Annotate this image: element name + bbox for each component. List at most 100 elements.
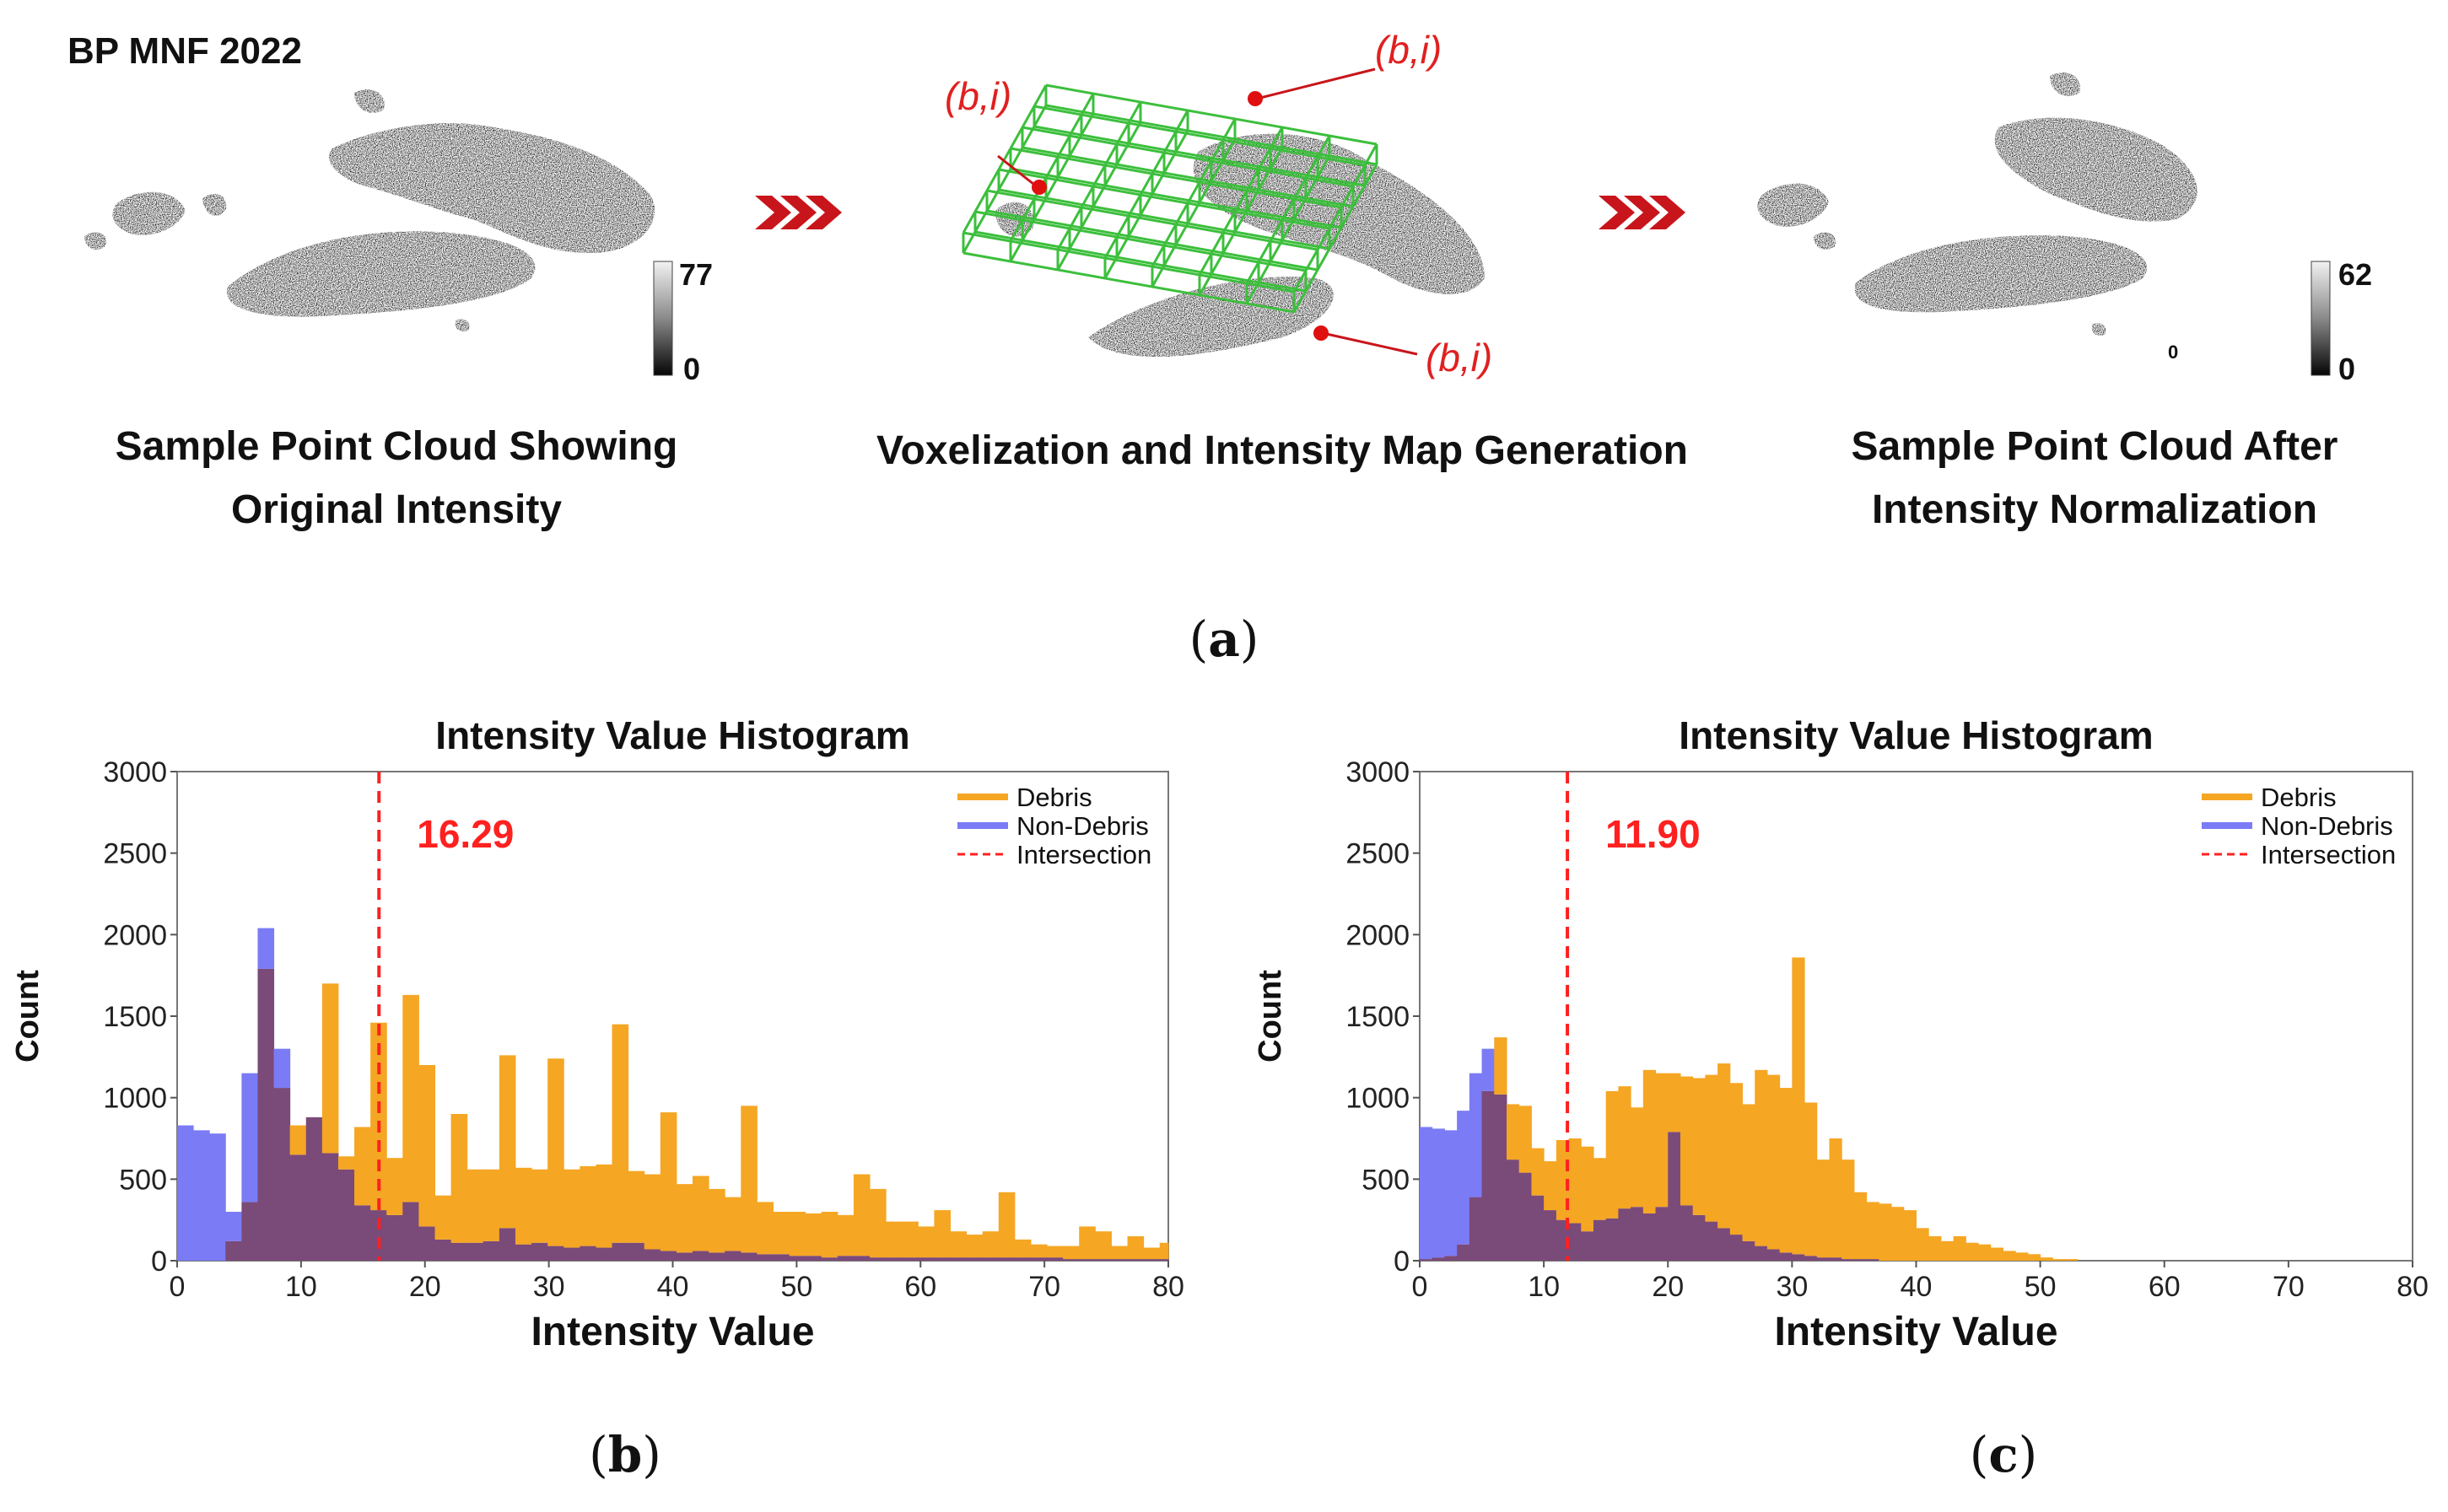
debris-bar xyxy=(966,1235,984,1258)
panel-a-letter: a xyxy=(1208,611,1240,668)
panel-c-letter: c xyxy=(1988,1426,2018,1483)
debris-bar xyxy=(1655,1073,1669,1208)
x-tick-label: 30 xyxy=(1776,1271,1808,1303)
panel-a: BP MNF 2022 77 0 Sample Point Cloud Show… xyxy=(67,28,2372,668)
y-tick-label: 1500 xyxy=(1345,1001,1410,1033)
overlap-bar xyxy=(1668,1132,1681,1261)
overlap-bar xyxy=(1853,1259,1868,1261)
y-tick-label: 2000 xyxy=(1345,919,1410,951)
overlap-bar xyxy=(821,1257,838,1261)
overlap-bar xyxy=(563,1247,580,1261)
overlap-bar xyxy=(434,1239,452,1261)
overlap-bar xyxy=(660,1251,677,1261)
debris-bar xyxy=(773,1212,790,1255)
overlap-bar xyxy=(1030,1257,1048,1261)
overlap-bar xyxy=(321,1153,339,1261)
overlap-bar xyxy=(1544,1210,1557,1261)
non-debris-bar xyxy=(1481,1048,1495,1091)
voxel-callouts: (b,i) (b,i) (b,i) xyxy=(945,28,1492,379)
debris-bar xyxy=(547,1058,564,1246)
debris-bar xyxy=(998,1192,1016,1258)
debris-bar xyxy=(1766,1074,1781,1250)
debris-bar xyxy=(531,1169,548,1243)
colorbar-original: 77 0 xyxy=(653,257,713,386)
overlap-bar xyxy=(1605,1218,1619,1261)
colorbar-normalized: 62 0 xyxy=(2311,257,2372,386)
overlap-bar xyxy=(515,1244,532,1261)
chart-title: Intensity Value Histogram xyxy=(435,713,909,757)
y-tick-label: 0 xyxy=(1394,1246,1410,1278)
non-debris-bar xyxy=(273,1048,291,1089)
debris-bar xyxy=(1866,1202,1879,1260)
debris-bar xyxy=(757,1202,774,1255)
overlap-bar xyxy=(1494,1094,1507,1261)
y-tick-label: 1000 xyxy=(1345,1083,1410,1115)
debris-bar xyxy=(2015,1252,2029,1261)
voxel-grid xyxy=(962,83,1485,358)
debris-bar xyxy=(1605,1090,1619,1219)
overlap-bar xyxy=(725,1251,741,1261)
overlap-bar xyxy=(886,1257,903,1261)
overlap-bar xyxy=(1420,1259,1433,1261)
debris-bar xyxy=(982,1231,1000,1258)
y-axis-label: Count xyxy=(10,970,46,1063)
overlap-bar xyxy=(450,1242,468,1261)
overlap-bar xyxy=(1556,1219,1570,1261)
debris-bar xyxy=(1978,1244,1992,1261)
overlap-bar xyxy=(1481,1090,1495,1261)
overlap-bar xyxy=(354,1205,371,1261)
overlap-bar xyxy=(1755,1246,1768,1261)
debris-bar xyxy=(2040,1257,2053,1261)
x-tick-label: 10 xyxy=(285,1271,317,1303)
overlap-bar xyxy=(676,1252,693,1261)
overlap-bar xyxy=(805,1256,822,1261)
y-tick-label: 500 xyxy=(1361,1164,1410,1196)
debris-bar xyxy=(1792,957,1805,1255)
overlap-bar xyxy=(757,1254,774,1261)
overlap-bar xyxy=(1642,1213,1657,1261)
overlap-bar xyxy=(1841,1259,1855,1261)
overlap-bar xyxy=(402,1202,419,1261)
debris-bar xyxy=(1804,1102,1818,1256)
overlap-bar xyxy=(853,1256,871,1261)
overlap-bar xyxy=(547,1246,564,1261)
debris-bar xyxy=(1990,1247,2003,1261)
legend-intersection-label: Intersection xyxy=(2261,840,2396,869)
overlap-bar xyxy=(1581,1231,1594,1261)
overlap-bar xyxy=(1506,1160,1520,1261)
debris-bar xyxy=(725,1197,741,1251)
overlap-bar xyxy=(225,1240,242,1261)
debris-bar xyxy=(1631,1107,1644,1208)
non-debris-bar xyxy=(1457,1111,1470,1245)
x-tick-label: 70 xyxy=(1028,1271,1060,1303)
overlap-bar xyxy=(950,1257,968,1261)
debris-bar xyxy=(741,1106,758,1253)
non-debris-bar xyxy=(225,1212,242,1241)
overlap-bar xyxy=(1692,1214,1706,1261)
debris-bar xyxy=(2052,1259,2066,1261)
overlap-bar xyxy=(1432,1257,1445,1261)
intersection-value-label: 11.90 xyxy=(1605,812,1701,856)
debris-bar xyxy=(1127,1236,1145,1260)
overlap-bar xyxy=(337,1169,355,1261)
debris-bar xyxy=(1816,1160,1831,1258)
debris-bar xyxy=(1879,1203,1892,1261)
x-tick-label: 50 xyxy=(2025,1271,2057,1303)
non-debris-bar xyxy=(193,1130,210,1261)
x-axis-label: Intensity Value xyxy=(1774,1310,2057,1354)
x-tick-label: 50 xyxy=(780,1271,812,1303)
debris-bar xyxy=(499,1055,516,1229)
chart-title: Intensity Value Histogram xyxy=(1679,713,2153,757)
overlap-bar xyxy=(1655,1207,1669,1261)
non-debris-bar xyxy=(1432,1128,1445,1258)
overlap-bar xyxy=(1792,1254,1805,1261)
overlap-bar xyxy=(1680,1205,1694,1261)
debris-bar xyxy=(321,983,339,1154)
debris-bar xyxy=(950,1231,968,1258)
overlap-bar xyxy=(596,1247,613,1261)
debris-bar xyxy=(1506,1104,1520,1160)
intersection-value-label: 16.29 xyxy=(417,812,514,856)
debris-bar xyxy=(1729,1083,1744,1235)
debris-bar xyxy=(434,1195,452,1240)
debris-bar xyxy=(418,1065,435,1227)
